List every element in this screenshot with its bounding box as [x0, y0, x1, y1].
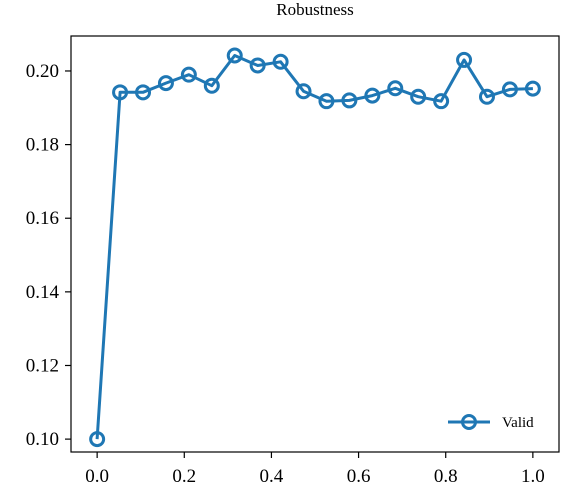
data-point	[501, 81, 518, 98]
y-axis: 0.10 0.12 0.14 0.16 0.18 0.20	[26, 61, 71, 450]
data-point	[318, 93, 335, 110]
y-tick-label: 0.14	[26, 282, 60, 303]
data-point	[341, 92, 358, 109]
y-tick-label: 0.12	[26, 355, 59, 376]
data-point	[410, 88, 427, 105]
x-tick-label: 1.0	[521, 466, 545, 487]
data-point	[478, 88, 495, 105]
x-axis: 0.0 0.2 0.4 0.6 0.8 1.0	[85, 452, 545, 487]
data-point	[524, 80, 541, 97]
legend-marker-swatch	[461, 414, 477, 430]
legend: Valid	[448, 414, 534, 431]
y-tick-label: 0.20	[26, 61, 59, 82]
data-point	[272, 53, 289, 70]
y-tick-label: 0.18	[26, 135, 59, 156]
legend-label: Valid	[502, 415, 534, 431]
series-layer	[89, 47, 541, 448]
chart-title: Robustness	[276, 0, 353, 19]
data-point	[226, 47, 243, 64]
data-point	[433, 93, 450, 110]
series-line-valid	[95, 54, 533, 440]
plot-area-frame	[70, 35, 560, 453]
y-tick-label: 0.16	[26, 208, 59, 229]
data-point	[456, 51, 473, 68]
data-point	[364, 87, 381, 104]
x-tick-label: 0.6	[347, 466, 371, 487]
x-tick-label: 0.0	[85, 466, 109, 487]
data-point	[387, 80, 404, 97]
data-point	[249, 57, 266, 74]
x-tick-label: 0.4	[260, 466, 284, 487]
data-point	[157, 75, 174, 92]
x-tick-label: 0.8	[434, 466, 458, 487]
x-tick-label: 0.2	[172, 466, 196, 487]
y-tick-label: 0.10	[26, 429, 59, 450]
data-point	[89, 431, 106, 448]
data-point	[295, 83, 312, 100]
data-point	[203, 77, 220, 94]
data-point	[135, 84, 152, 101]
data-point	[180, 66, 197, 83]
data-point	[112, 84, 129, 101]
